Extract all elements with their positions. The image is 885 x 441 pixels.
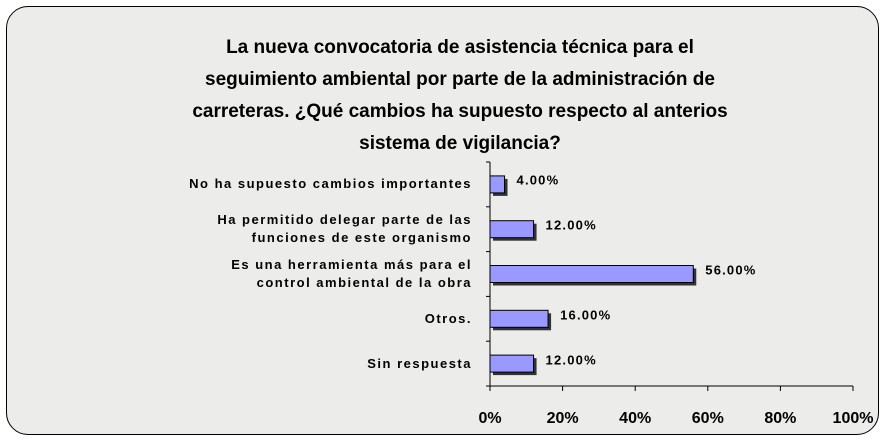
value-label: 12.00% <box>545 352 597 368</box>
bar <box>489 354 535 373</box>
chart-frame <box>6 6 879 435</box>
x-tick-label: 60% <box>691 410 724 427</box>
x-tick-label: 0% <box>478 410 502 427</box>
x-tick-label: 20% <box>546 410 579 427</box>
x-tick-label: 100% <box>832 410 874 427</box>
value-label: 56.00% <box>705 262 757 278</box>
category-label: Es una herramienta más para el control a… <box>231 257 472 290</box>
category-label: No ha supuesto cambios importantes <box>189 176 472 192</box>
value-label: 4.00% <box>516 172 560 188</box>
bar <box>489 175 506 194</box>
value-label: 16.00% <box>560 307 612 323</box>
bar <box>489 220 535 239</box>
bar <box>489 309 549 328</box>
value-label: 12.00% <box>545 217 597 233</box>
x-tick-label: 40% <box>619 410 652 427</box>
category-label: Sin respuesta <box>367 355 472 371</box>
bar <box>489 265 694 283</box>
category-label: Otros. <box>424 310 472 326</box>
chart-title: La nueva convocatoria de asistencia técn… <box>192 37 728 154</box>
x-tick-label: 80% <box>764 410 797 427</box>
category-label: Ha permitido delegar parte de las funcio… <box>217 212 472 246</box>
